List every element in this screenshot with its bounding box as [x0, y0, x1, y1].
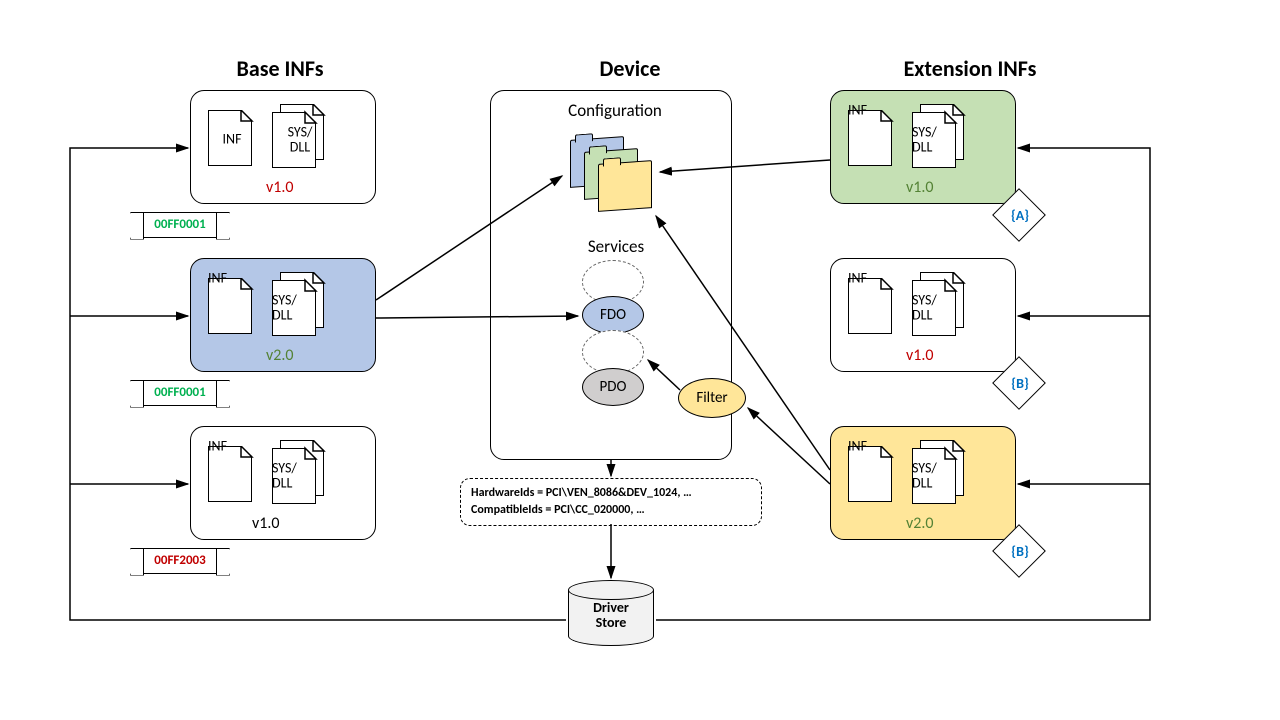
hardware-ids-text: HardwareIds = PCI\VEN_8086&DEV_1024, … [471, 485, 751, 502]
ext-3-version: v2.0 [906, 514, 933, 533]
id-box: HardwareIds = PCI\VEN_8086&DEV_1024, … C… [460, 478, 762, 526]
base-infs-title: Base INFs [200, 55, 360, 82]
config-label: Configuration [550, 100, 680, 121]
ext-2-version: v1.0 [906, 346, 933, 365]
ext-1-version: v1.0 [906, 178, 933, 197]
sysdll-doc-icon: SYS/ DLL [272, 104, 328, 166]
config-folder-yellow [598, 160, 652, 212]
inf-doc-icon: INF [208, 110, 256, 168]
services-label: Services [576, 236, 656, 257]
base-2-version: v2.0 [266, 346, 293, 365]
base-3-ribbon: 00FF2003 [142, 548, 218, 574]
compat-ids-text: CompatibleIds = PCI\CC_020000, … [471, 502, 751, 519]
base-3-version: v1.0 [252, 514, 279, 533]
driver-store-cylinder: Driver Store [568, 580, 654, 648]
base-2-ribbon: 00FF0001 [142, 380, 218, 406]
pdo-ellipse: PDO [582, 368, 644, 406]
fdo-ellipse: FDO [582, 296, 644, 334]
filter-ellipse: Filter [678, 378, 746, 418]
device-title: Device [570, 55, 690, 82]
ext-infs-title: Extension INFs [870, 55, 1070, 82]
base-1-version: v1.0 [266, 178, 293, 197]
base-1-ribbon: 00FF0001 [142, 212, 218, 238]
